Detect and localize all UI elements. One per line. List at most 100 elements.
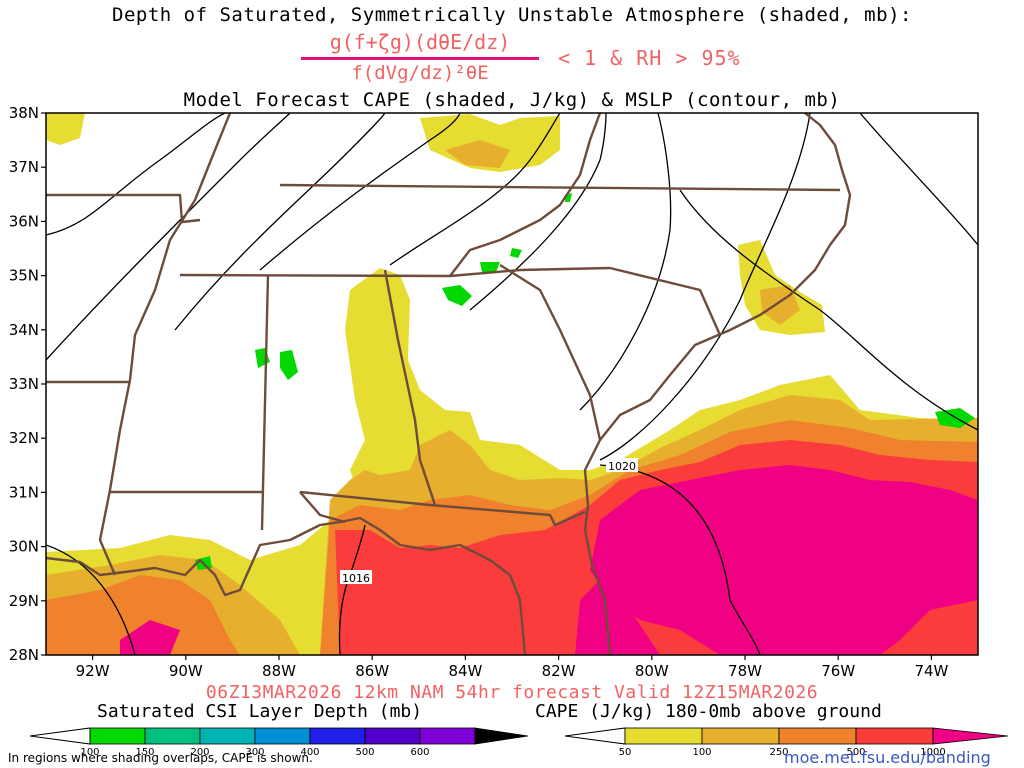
state-border <box>609 266 722 336</box>
colorbar-swatch <box>89 727 146 745</box>
colorbar-tick-label: 100 <box>692 747 712 758</box>
isobar-line <box>46 113 291 361</box>
axis-labels: 38N 37N 36N 35N 34N 33N 32N 31N 30N 29N 28N 92W 90W 8… <box>9 104 949 680</box>
lon-label: 76W <box>821 662 855 680</box>
isobar-line <box>259 113 461 271</box>
isobar-line <box>174 113 386 331</box>
colorbar-min-arrow <box>565 727 626 745</box>
colorbar-swatch <box>254 727 311 745</box>
csi-colorbar <box>30 727 529 745</box>
forecast-run-info: 06Z13MAR2026 12km NAM 54hr forecast Vali… <box>205 682 819 703</box>
colorbar-tick-label: 500 <box>355 747 375 758</box>
cape-shading-100 <box>445 140 510 168</box>
formula-denominator: f(dVg/dz)²θE <box>351 62 489 84</box>
colorbar-swatch <box>701 727 780 745</box>
formula-condition: < 1 & RH > 95% <box>558 46 741 70</box>
credit-link[interactable]: moe.met.fsu.edu/banding <box>784 748 991 767</box>
lat-label: 30N <box>9 538 39 556</box>
colorbar-swatch <box>624 727 703 745</box>
colorbar-swatch <box>778 727 857 745</box>
colorbar-min-arrow <box>30 727 91 745</box>
state-border <box>279 183 841 192</box>
lat-label: 29N <box>9 592 39 610</box>
cape-shading-250 <box>46 575 240 655</box>
lon-label: 90W <box>169 662 203 680</box>
colorbar-tick-label: 500 <box>846 747 866 758</box>
colorbar-swatch <box>364 727 421 745</box>
coastline <box>583 113 852 655</box>
colorbar-tick-label: 600 <box>410 747 430 758</box>
cape-shading-1000 <box>590 465 978 655</box>
isobar-line <box>679 189 978 431</box>
lon-label: 82W <box>542 662 576 680</box>
lon-label: 84W <box>448 662 482 680</box>
colorbar-swatch <box>474 727 529 745</box>
isobar-line <box>46 113 226 236</box>
cape-shading-1000 <box>120 620 180 655</box>
geography-layer <box>46 113 852 655</box>
footnote: In regions where shading overlaps, CAPE … <box>8 751 313 765</box>
colorbar-tick-label: 1000 <box>920 747 946 758</box>
isobar-label-1020: 1020 <box>608 460 636 473</box>
csi-shading-100 <box>442 285 472 306</box>
colorbar-swatch <box>855 727 934 745</box>
lat-label: 32N <box>9 429 39 447</box>
lon-label: 88W <box>262 662 296 680</box>
lon-label: 78W <box>728 662 762 680</box>
lat-label: 38N <box>9 104 39 122</box>
colorbar-swatch <box>144 727 201 745</box>
isobar-layer <box>46 113 978 655</box>
csi-shading-100 <box>280 350 298 380</box>
colorbar-tick-label: 50 <box>618 747 632 758</box>
csi-colorbar-label: Saturated CSI Layer Depth (mb) <box>97 701 423 722</box>
main-title: Depth of Saturated, Symmetrically Unstab… <box>112 4 912 26</box>
shading-layer <box>46 113 978 655</box>
river-border <box>299 491 346 524</box>
colorbar-swatch <box>309 727 366 745</box>
colorbar-swatch <box>199 727 256 745</box>
state-border <box>46 193 201 224</box>
lon-label: 92W <box>76 662 110 680</box>
lat-label: 35N <box>9 267 39 285</box>
colorbar-tick-label: 150 <box>135 747 155 758</box>
formula-numerator: g(f+ζg)(dθE/dz) <box>329 30 511 54</box>
lon-label: 80W <box>635 662 669 680</box>
colorbar-swatch <box>419 727 476 745</box>
colorbar-tick-label: 250 <box>769 747 789 758</box>
formula-fraction-bar <box>301 57 539 60</box>
state-border <box>383 269 437 506</box>
lat-label: 31N <box>9 483 39 501</box>
lat-label: 28N <box>9 646 39 664</box>
state-border <box>260 274 270 531</box>
colorbar-tick-label: 100 <box>80 747 100 758</box>
state-border <box>179 266 611 278</box>
colorbar-tick-label: 200 <box>190 747 210 758</box>
csi-shading-100 <box>480 262 500 272</box>
isobar-line <box>579 113 672 411</box>
csi-shading-100 <box>510 248 522 258</box>
colorbar-swatch <box>932 727 1009 745</box>
lat-label: 33N <box>9 375 39 393</box>
cape-colorbar <box>565 727 1009 745</box>
river-border <box>98 113 232 576</box>
axis-ticks <box>41 112 933 660</box>
isobar-line <box>599 464 761 655</box>
isobar-line <box>46 544 136 655</box>
state-border <box>499 263 602 441</box>
coastline <box>46 516 527 655</box>
river-border <box>449 113 602 277</box>
colorbar-tick-label: 300 <box>245 747 265 758</box>
cape-shading-50 <box>46 113 85 145</box>
lon-label: 86W <box>355 662 389 680</box>
lat-label: 34N <box>9 321 39 339</box>
cape-colorbar-label: CAPE (J/kg) 180-0mb above ground <box>535 701 882 722</box>
colorbar-tick-label: 400 <box>300 747 320 758</box>
isobar-label-1016: 1016 <box>342 572 370 585</box>
lat-label: 36N <box>9 212 39 230</box>
isobar-line <box>389 113 561 266</box>
csi-shading-100 <box>255 348 270 368</box>
cape-shading-1000 <box>575 580 660 655</box>
subtitle: Model Forecast CAPE (shaded, J/kg) & MSL… <box>183 89 841 111</box>
lat-label: 37N <box>9 158 39 176</box>
